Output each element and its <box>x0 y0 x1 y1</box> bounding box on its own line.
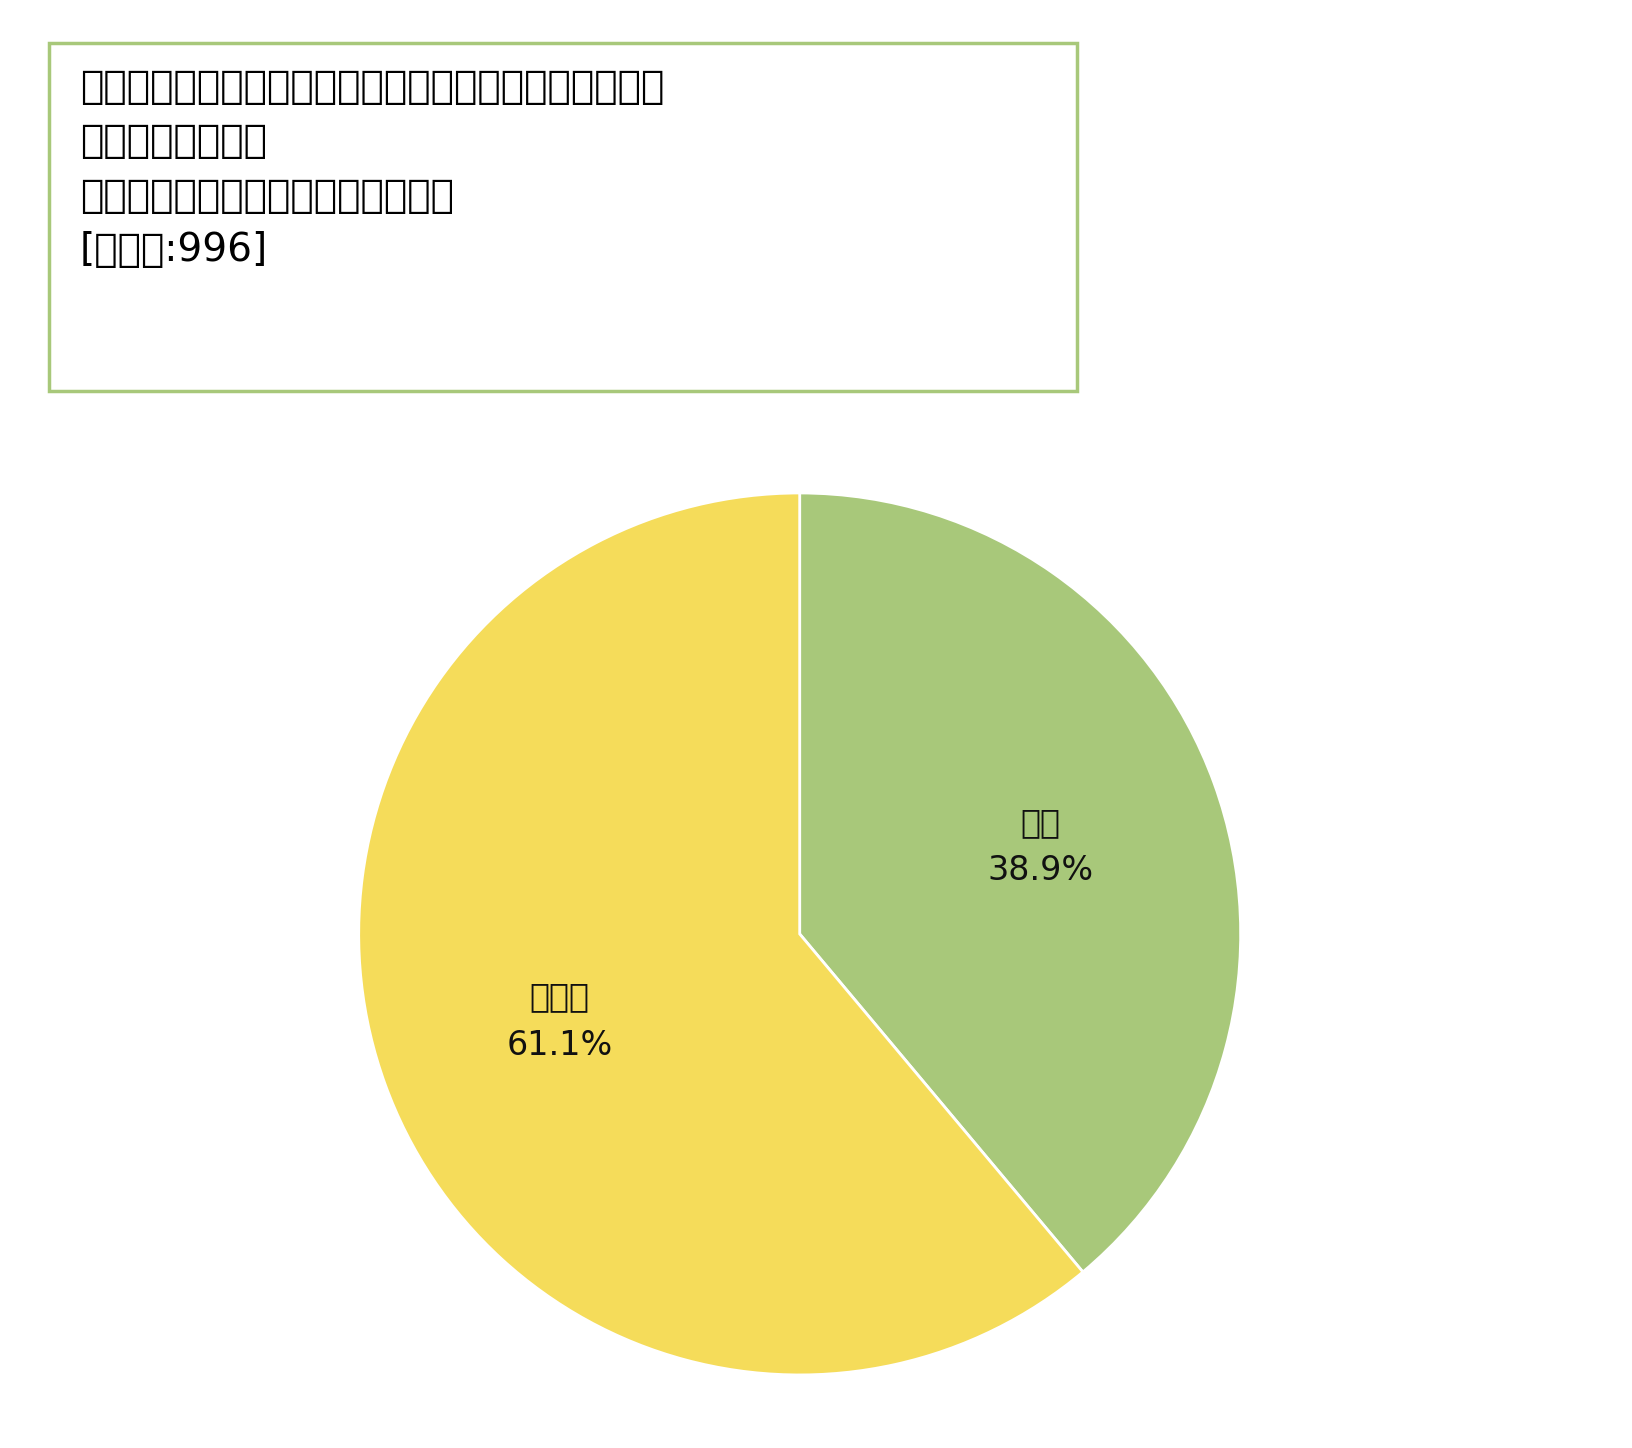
Text: はい
38.9%: はい 38.9% <box>987 805 1093 888</box>
FancyBboxPatch shape <box>49 43 1077 391</box>
Wedge shape <box>800 492 1240 1271</box>
Text: 不妊・不育症治療との両立が困難で、働き方を変えたこ
とがありますか？
　（退職、休職、異動、転職など）
[回答数:996]: 不妊・不育症治療との両立が困難で、働き方を変えたこ とがありますか？ （退職、休… <box>80 68 664 269</box>
Wedge shape <box>359 492 1084 1376</box>
Text: いいえ
61.1%: いいえ 61.1% <box>506 980 612 1063</box>
